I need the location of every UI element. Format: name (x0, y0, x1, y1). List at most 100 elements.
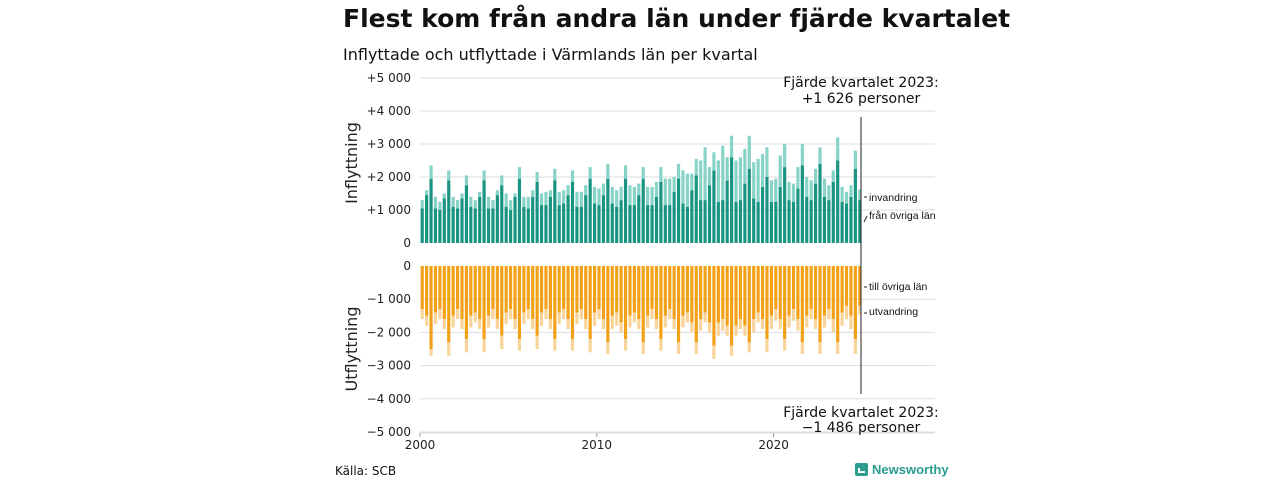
bar-fran-ovriga-lan (610, 203, 614, 243)
bar-invandring (579, 191, 583, 207)
bar-invandring (791, 183, 796, 202)
bar-till-ovriga-lan (637, 266, 641, 320)
bar-till-ovriga-lan (460, 266, 464, 320)
label-tick-fran-ovriga-lan (863, 215, 868, 223)
bar-utvandring (730, 345, 734, 356)
bar-till-ovriga-lan (429, 266, 433, 349)
bar-fran-ovriga-lan (827, 200, 831, 243)
series-label-invandring: invandring (869, 192, 918, 204)
bar-invandring (853, 150, 857, 169)
bar-utvandring (584, 319, 588, 330)
bar-till-ovriga-lan (756, 266, 760, 313)
bar-fran-ovriga-lan (844, 203, 849, 243)
bar-till-ovriga-lan (747, 266, 751, 343)
bar-till-ovriga-lan (699, 266, 703, 320)
bar-till-ovriga-lan (707, 266, 712, 323)
bar-till-ovriga-lan (566, 266, 570, 320)
bar-fran-ovriga-lan (853, 168, 857, 243)
bar-invandring (774, 178, 778, 202)
bar-fran-ovriga-lan (553, 180, 557, 243)
bar-fran-ovriga-lan (831, 181, 835, 243)
bar-fran-ovriga-lan (840, 201, 844, 243)
bar-till-ovriga-lan (840, 266, 844, 313)
bar-fran-ovriga-lan (805, 196, 809, 243)
bar-invandring (566, 185, 570, 196)
bar-till-ovriga-lan (641, 266, 645, 343)
bar-invandring (738, 157, 743, 201)
bar-fran-ovriga-lan (791, 201, 796, 243)
bar-utvandring (765, 339, 769, 353)
bar-invandring (813, 168, 818, 184)
bar-till-ovriga-lan (491, 266, 495, 310)
bar-fran-ovriga-lan (601, 195, 606, 243)
bar-till-ovriga-lan (822, 266, 827, 316)
bar-utvandring (654, 319, 659, 330)
bar-till-ovriga-lan (703, 266, 707, 313)
bar-fran-ovriga-lan (809, 200, 813, 243)
bar-invandring (685, 173, 690, 207)
bar-utvandring (831, 319, 835, 333)
utflyttning-bars (420, 266, 862, 359)
bar-invandring (562, 190, 566, 204)
bar-fran-ovriga-lan (818, 163, 822, 243)
bar-fran-ovriga-lan (659, 181, 663, 243)
bar-fran-ovriga-lan (588, 178, 592, 243)
bar-utvandring (646, 315, 650, 328)
bar-utvandring (592, 312, 597, 326)
x-tick-label: 2000 (405, 438, 436, 452)
bar-utvandring (668, 309, 672, 320)
bar-till-ovriga-lan (513, 266, 517, 320)
bar-invandring (469, 196, 473, 207)
bar-till-ovriga-lan (610, 266, 614, 316)
bar-utvandring (601, 319, 606, 330)
bar-utvandring (575, 312, 579, 325)
bar-invandring (473, 200, 477, 209)
bar-invandring (478, 191, 482, 197)
bar-invandring (668, 178, 672, 206)
bar-till-ovriga-lan (442, 266, 446, 320)
bar-fran-ovriga-lan (694, 175, 698, 243)
bar-utvandring (818, 342, 822, 354)
bar-utvandring (478, 319, 482, 330)
bar-fran-ovriga-lan (721, 200, 725, 243)
bar-till-ovriga-lan (632, 266, 636, 313)
y-tick-label: +4 000 (367, 104, 411, 118)
bar-invandring (787, 181, 791, 201)
bar-fran-ovriga-lan (712, 170, 716, 243)
bar-utvandring (425, 315, 429, 326)
bar-invandring (588, 167, 592, 179)
bar-fran-ovriga-lan (716, 201, 720, 243)
bar-till-ovriga-lan (557, 266, 561, 313)
bar-fran-ovriga-lan (743, 183, 747, 243)
bar-utvandring (562, 309, 566, 320)
bar-utvandring (447, 342, 451, 356)
bar-fran-ovriga-lan (800, 165, 804, 243)
bar-till-ovriga-lan (809, 266, 813, 310)
bar-till-ovriga-lan (628, 266, 632, 316)
bar-utvandring (738, 319, 743, 330)
bar-utvandring (623, 339, 628, 351)
bar-till-ovriga-lan (743, 266, 747, 326)
y-tick-label: −3 000 (367, 359, 411, 373)
bar-fran-ovriga-lan (654, 196, 659, 243)
bar-utvandring (619, 322, 623, 333)
bar-fran-ovriga-lan (535, 181, 539, 243)
bar-fran-ovriga-lan (575, 206, 579, 243)
bar-till-ovriga-lan (765, 266, 769, 340)
bar-invandring (694, 158, 698, 176)
bar-fran-ovriga-lan (628, 205, 632, 243)
bar-utvandring (805, 315, 809, 328)
y-tick-label: −5 000 (367, 425, 411, 439)
bar-utvandring (517, 339, 522, 351)
bar-fran-ovriga-lan (738, 200, 743, 243)
bar-till-ovriga-lan (584, 266, 588, 320)
bar-utvandring (570, 339, 575, 351)
bar-utvandring (526, 309, 530, 320)
bar-invandring (460, 193, 464, 199)
bar-fran-ovriga-lan (473, 208, 477, 243)
bar-fran-ovriga-lan (774, 201, 778, 243)
bar-invandring (840, 186, 844, 202)
bar-invandring (725, 157, 729, 181)
bar-till-ovriga-lan (769, 266, 773, 316)
bar-till-ovriga-lan (504, 266, 508, 313)
